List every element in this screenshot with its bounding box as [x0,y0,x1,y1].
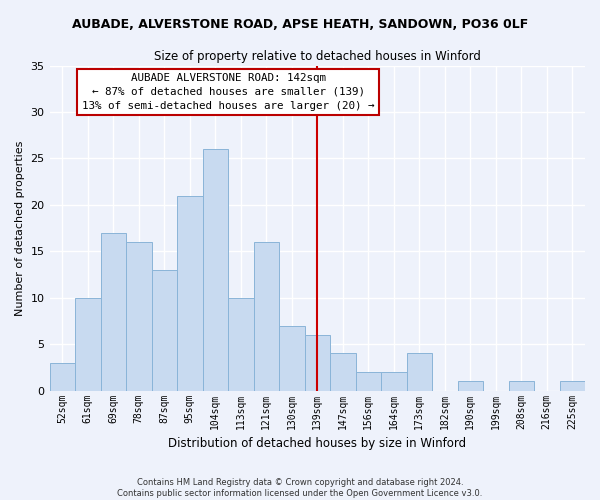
Bar [101,232,126,390]
Bar [407,354,432,391]
Bar [50,363,75,390]
Y-axis label: Number of detached properties: Number of detached properties [15,140,25,316]
Bar [152,270,177,390]
Bar [279,326,305,390]
Bar [381,372,407,390]
X-axis label: Distribution of detached houses by size in Winford: Distribution of detached houses by size … [168,437,466,450]
Bar [254,242,279,390]
Bar [458,382,483,390]
Bar [228,298,254,390]
Bar [356,372,381,390]
Bar [126,242,152,390]
Bar [509,382,534,390]
Title: Size of property relative to detached houses in Winford: Size of property relative to detached ho… [154,50,481,63]
Text: AUBADE, ALVERSTONE ROAD, APSE HEATH, SANDOWN, PO36 0LF: AUBADE, ALVERSTONE ROAD, APSE HEATH, SAN… [72,18,528,30]
Bar [330,354,356,391]
Bar [75,298,101,390]
Bar [560,382,585,390]
Bar [305,335,330,390]
Text: Contains HM Land Registry data © Crown copyright and database right 2024.
Contai: Contains HM Land Registry data © Crown c… [118,478,482,498]
Bar [203,149,228,390]
Bar [177,196,203,390]
Text: AUBADE ALVERSTONE ROAD: 142sqm
← 87% of detached houses are smaller (139)
13% of: AUBADE ALVERSTONE ROAD: 142sqm ← 87% of … [82,73,374,111]
